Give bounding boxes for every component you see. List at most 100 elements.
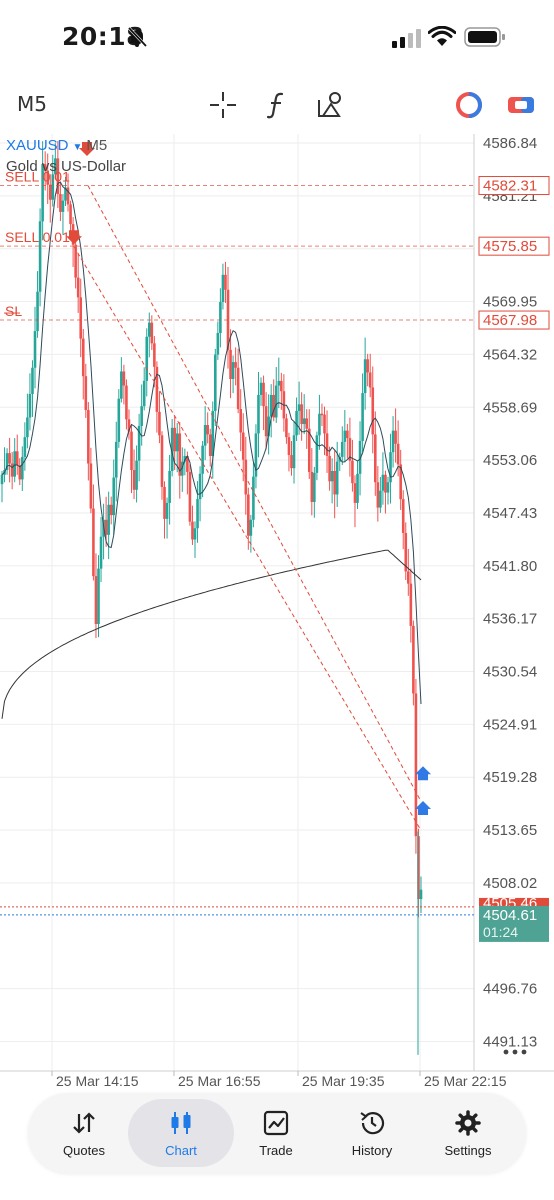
candle-body [66,187,70,205]
price-axis-label: 4530.54 [483,664,537,681]
symbol-name[interactable]: XAUUSD [6,137,69,154]
price-chart[interactable]: 4586.844581.214575.584569.954564.324558.… [0,134,554,1089]
candle-body [307,428,311,472]
crosshair-icon[interactable] [206,88,240,122]
candle-body [140,406,143,426]
candle-body [247,494,250,536]
candle-body [297,404,301,411]
candle-body [234,362,237,368]
candle-body [76,277,80,298]
one-click-trading-icon[interactable] [504,88,538,122]
symbol-header[interactable]: XAUUSD ▼ M5 [6,137,107,154]
drawing-tools-icon[interactable] [314,88,348,122]
buy-close-arrow-icon [415,800,431,815]
candle-body [407,571,410,584]
candle-body [114,441,118,478]
price-axis-label: 4541.80 [483,558,537,575]
candle-body [394,430,397,444]
bar-countdown-label: 01:24 [483,924,518,940]
candle-body [18,465,22,480]
candle-body [412,625,415,694]
candle-body [89,463,93,509]
nav-trade[interactable]: Trade [228,1093,324,1173]
candle-body [356,473,359,503]
order-line-label[interactable]: SELL 0.01 [5,229,70,245]
order-price-label[interactable]: 4575.85 [483,238,537,255]
nav-active-highlight [128,1099,234,1167]
candle-body [287,437,291,456]
candle-body [0,474,4,485]
nav-history[interactable]: History [324,1093,420,1173]
candle-body [54,158,57,175]
candle-body [231,362,235,379]
candle-body [170,427,174,471]
candle-body [188,471,192,522]
candle-body [145,336,149,381]
candle-body [419,889,423,900]
candle-body [328,455,331,482]
timeframe-selector[interactable]: M5 [17,92,47,116]
candle-body [183,455,187,462]
function-icon[interactable] [260,88,294,122]
candle-body [325,433,329,456]
cellular-signal-icon [392,29,421,48]
candle-body [175,433,179,452]
price-axis-label: 4513.65 [483,822,537,839]
candle-body [241,432,245,460]
candle-body [254,433,258,477]
candle-body [186,455,189,472]
candle-body [51,174,55,200]
candle-body [36,291,39,332]
fast-moving-average [1,181,422,705]
sl-price-tag[interactable] [478,310,550,330]
candle-body [361,393,364,441]
candle-body [8,453,11,464]
order-price-label[interactable]: 4582.31 [483,178,537,195]
more-horizontal-icon[interactable] [512,1049,518,1055]
nav-history-label: History [351,1143,393,1158]
order-price-tag[interactable] [478,236,550,256]
more-horizontal-icon[interactable] [521,1049,527,1055]
nav-quotes[interactable]: Quotes [36,1093,132,1173]
candle-body [46,170,50,185]
candle-body [79,297,83,339]
order-line-label[interactable]: SELL 0.01 [5,169,70,185]
candle-body [117,398,121,442]
trade-connector-line [87,185,421,800]
price-axis-label: 4564.32 [483,346,537,363]
candle-body [211,410,215,456]
candle-body [64,187,67,201]
symbol-description: Gold vs US-Dollar [6,158,127,175]
candle-body [135,460,138,490]
sl-price-label[interactable]: 4567.98 [483,312,537,329]
symbol-dropdown-icon[interactable]: ▼ [72,142,83,153]
more-horizontal-icon[interactable] [503,1049,509,1055]
nav-chart[interactable]: Chart [133,1093,229,1173]
candle-body [15,451,19,466]
candle-body [61,200,65,212]
quotes-arrows-icon [73,1112,95,1134]
chart-canvas[interactable]: 4586.844581.214575.584569.954564.324558.… [0,134,554,1089]
candle-body [178,433,182,476]
nav-trade-label: Trade [259,1143,293,1158]
price-axis-label: 4553.06 [483,452,537,469]
candle-body [28,394,32,418]
candle-body [41,164,44,222]
candle-body [48,184,52,200]
order-price-tag[interactable] [478,176,550,196]
order-line-label[interactable]: SL [5,303,22,319]
candle-body [150,322,154,344]
candle-body [158,411,161,436]
nav-settings[interactable]: Settings [420,1093,516,1173]
candle-body [203,424,207,446]
price-axis-label: 4558.69 [483,399,537,416]
chart-color-icon[interactable] [452,88,486,122]
nav-quotes-label: Quotes [63,1143,105,1158]
candle-body [346,430,349,439]
candle-body [137,425,141,461]
candle-body [109,504,113,516]
candle-body [335,461,339,495]
candle-body [5,453,9,471]
candle-body [389,452,392,483]
nav-settings-label: Settings [444,1143,492,1158]
